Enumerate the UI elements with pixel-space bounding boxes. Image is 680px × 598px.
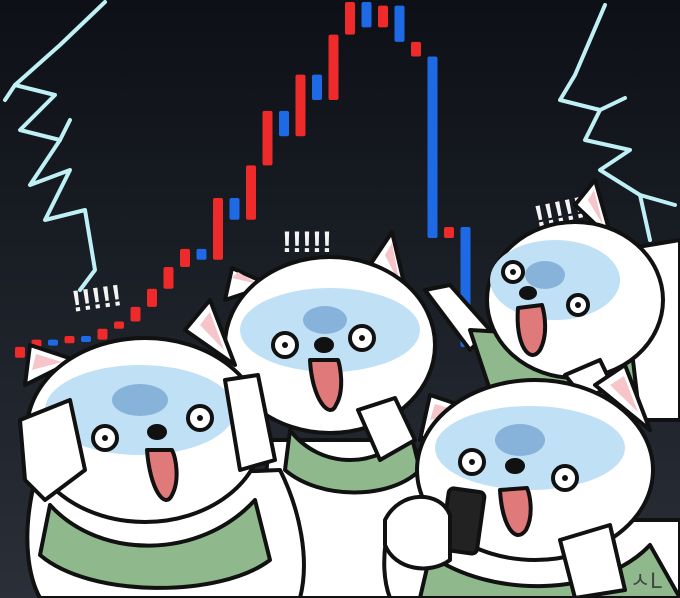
lightning-bolts — [3, 0, 677, 292]
cat-back-center-mouth — [308, 358, 344, 412]
candlestick-up — [180, 248, 190, 267]
lightning-bolt-right-branch — [598, 96, 677, 207]
candlestick-up — [328, 34, 339, 101]
candlestick-up — [213, 198, 223, 260]
cat-right-back-mouth — [515, 303, 548, 357]
candlestick-down — [427, 56, 438, 238]
candlestick-up — [262, 110, 273, 166]
candlestick-up — [246, 165, 256, 220]
candlestick-down — [394, 5, 405, 42]
cat-front-right-nose — [505, 458, 525, 474]
cat-back-center-nose — [314, 337, 334, 353]
candlestick-down — [48, 339, 58, 346]
cat-front-right-raised-paw — [356, 396, 417, 462]
lightning-bolt-left — [13, 0, 107, 292]
candlestick-up — [411, 41, 421, 57]
cat-front-left-nose — [147, 424, 167, 440]
cat-front-right-phone-paw — [383, 494, 452, 571]
candlestick-down — [279, 110, 289, 137]
candlestick-down — [81, 335, 91, 342]
candlestick-up — [114, 321, 124, 329]
candlestick-up — [15, 346, 25, 358]
cat-front-left-paw-right — [223, 373, 277, 472]
lightning-bolt-left-branch — [3, 83, 72, 142]
candlestick-up — [295, 74, 306, 137]
cat-front-left — [18, 298, 306, 598]
exclamation-left: !!!!! — [70, 279, 124, 319]
artist-signature: ㅅL — [630, 568, 662, 593]
candlestick-down — [229, 198, 240, 220]
candlestick-up — [444, 227, 454, 238]
cat-back-center — [223, 230, 437, 598]
candlestick-down — [196, 248, 207, 260]
candlestick-up — [130, 306, 141, 322]
candlestick-down — [312, 74, 322, 101]
cat-front-left-paw-left — [18, 398, 87, 502]
lightning-bolt-right — [558, 3, 652, 242]
cat-front-right-mouth — [498, 486, 533, 537]
cat-front-left-mouth — [145, 448, 179, 502]
candlestick-up — [97, 328, 108, 340]
cat-front-left-scarf — [38, 498, 272, 590]
candlestick-up — [378, 5, 388, 28]
cat-front-right — [356, 363, 680, 598]
candlestick-chart — [15, 2, 471, 358]
candlestick-up — [345, 2, 355, 35]
candlestick-up — [163, 266, 174, 289]
cat-front-right-paw-right — [558, 523, 627, 598]
candlestick-up — [147, 288, 157, 307]
candlestick-up — [64, 335, 75, 344]
candlestick-down — [361, 2, 372, 28]
exclamation-center: !!!!! — [282, 226, 332, 259]
cat-right-back-nose — [519, 286, 537, 300]
